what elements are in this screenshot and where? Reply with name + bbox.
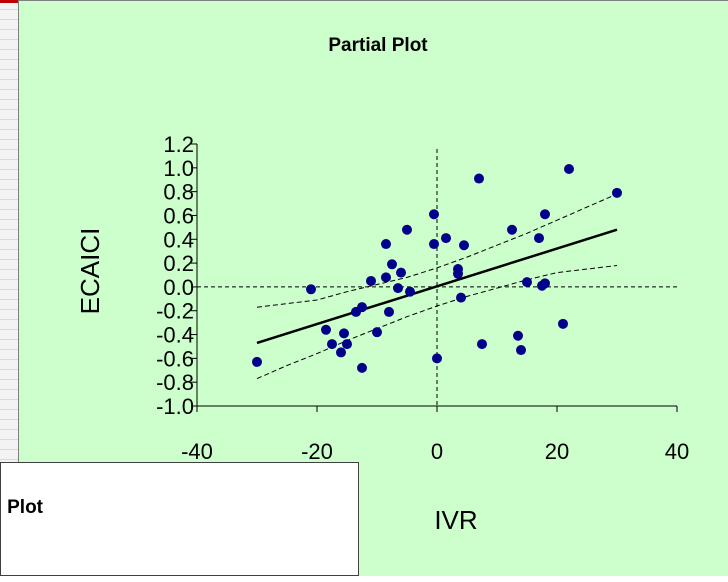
chart-title: Partial Plot <box>328 35 428 56</box>
spreadsheet-selection-edge <box>0 0 18 3</box>
data-point <box>336 347 346 358</box>
data-point <box>402 224 412 235</box>
data-point <box>459 240 469 251</box>
data-point <box>474 173 484 184</box>
partial-plot-chart: Partial Plot ECAICI IVR 1.21.00.80.60.40… <box>75 35 689 535</box>
y-tick-label: 1.0 <box>163 156 194 181</box>
data-point <box>540 209 550 220</box>
data-point <box>384 306 394 317</box>
data-point <box>564 164 574 175</box>
x-tick-label: -40 <box>181 439 213 464</box>
data-point <box>477 339 487 350</box>
y-tick-label: -0.8 <box>156 370 194 395</box>
data-point <box>396 267 406 278</box>
spreadsheet-row-strip <box>0 0 19 470</box>
data-point <box>339 328 349 339</box>
data-point <box>366 275 376 286</box>
confidence-band-upper <box>256 193 618 308</box>
y-axis-label: ECAICI <box>75 228 105 315</box>
x-tick-label: -20 <box>301 439 333 464</box>
data-point <box>432 353 442 364</box>
data-point <box>327 339 337 350</box>
y-tick-label: -1.0 <box>156 394 194 419</box>
y-tick-label: 1.2 <box>163 132 194 157</box>
data-point <box>456 292 466 303</box>
data-point <box>513 330 523 341</box>
y-tick-label: -0.6 <box>156 346 194 371</box>
data-point <box>342 339 352 350</box>
data-point <box>252 356 262 367</box>
data-point <box>357 362 367 373</box>
data-points <box>252 164 622 373</box>
x-tick-label: 40 <box>665 439 689 464</box>
data-point <box>321 324 331 335</box>
y-tick-label: 0.0 <box>163 275 194 300</box>
data-point <box>507 224 517 235</box>
data-point <box>441 233 451 244</box>
data-point <box>558 318 568 329</box>
data-point <box>429 209 439 220</box>
x-axis-label: IVR <box>434 505 477 535</box>
data-point <box>612 187 622 198</box>
x-tick-label: 0 <box>431 439 443 464</box>
data-point <box>540 278 550 289</box>
data-point <box>381 272 391 283</box>
data-point <box>357 302 367 313</box>
data-point <box>306 284 316 295</box>
data-point <box>381 239 391 250</box>
fit-line-layer <box>256 228 618 345</box>
confidence-band-lower <box>256 265 618 380</box>
regression-fit-line <box>256 228 618 345</box>
data-point <box>372 327 382 338</box>
overlapping-chart-window[interactable]: al Plot <box>0 462 359 576</box>
axes: 1.21.00.80.60.40.20.0-0.2-0.4-0.6-0.8-1.… <box>156 132 689 464</box>
y-tick-label: 0.8 <box>163 180 194 205</box>
data-point <box>453 268 463 279</box>
y-tick-label: -0.4 <box>156 323 194 348</box>
overlay-chart-title: al Plot <box>1 497 44 518</box>
y-tick-label: -0.2 <box>156 299 194 324</box>
y-tick-label: 0.4 <box>163 227 194 252</box>
x-tick-label: 20 <box>545 439 569 464</box>
data-point <box>387 259 397 270</box>
data-point <box>534 233 544 244</box>
data-point <box>522 277 532 288</box>
confidence-bands <box>256 193 618 380</box>
data-point <box>393 283 403 294</box>
y-tick-label: 0.2 <box>163 251 194 276</box>
data-point <box>429 239 439 250</box>
data-point <box>516 345 526 356</box>
y-tick-label: 0.6 <box>163 203 194 228</box>
data-point <box>405 286 415 297</box>
